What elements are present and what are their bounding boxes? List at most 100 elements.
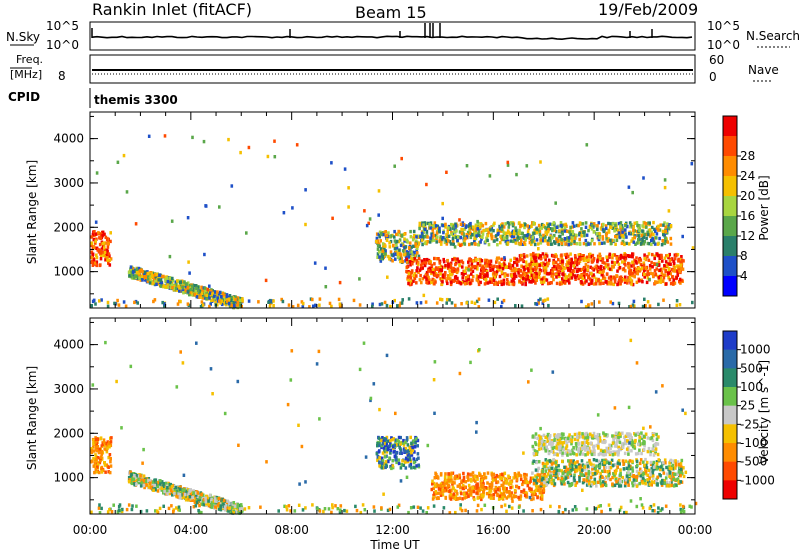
power-cell — [506, 241, 510, 245]
power-cell — [656, 280, 659, 284]
power-cell — [660, 255, 663, 260]
power-cell — [378, 235, 381, 239]
power-cell — [457, 235, 460, 239]
power-cell — [393, 229, 396, 234]
power-cell — [91, 252, 95, 256]
power-cell — [547, 261, 550, 266]
power-cell — [409, 229, 412, 234]
power-cell — [388, 241, 391, 245]
power-cell — [155, 282, 158, 286]
power-cell — [676, 253, 680, 257]
power-cell — [446, 276, 449, 281]
power-cell — [545, 272, 549, 276]
power-cell — [593, 275, 596, 279]
power-cell — [463, 282, 467, 286]
power-cell — [570, 239, 574, 243]
power-cell — [378, 255, 381, 259]
velocity-cell — [240, 505, 243, 509]
power-cell — [419, 235, 422, 239]
power-cell — [218, 205, 221, 209]
power-cell — [230, 298, 233, 303]
power-cell — [140, 269, 143, 273]
power-cell — [380, 302, 384, 306]
power-cell — [610, 260, 614, 264]
power-cell — [347, 205, 350, 209]
power-cell — [481, 224, 485, 228]
power-cell — [135, 274, 138, 278]
velocity-cell — [90, 460, 93, 464]
power-cell — [419, 273, 422, 278]
power-cell — [99, 263, 102, 267]
power-cell — [553, 260, 557, 264]
power-cell — [444, 222, 447, 227]
velocity-cell — [650, 483, 653, 487]
velocity-cell — [154, 478, 158, 482]
power-cell — [510, 279, 514, 283]
velocity-cell — [493, 476, 497, 480]
power-cell — [666, 240, 670, 244]
power-cell — [220, 302, 224, 307]
power-cell — [553, 254, 557, 259]
power-cell — [473, 301, 477, 305]
velocity-cell — [651, 476, 655, 480]
velocity-cell — [205, 494, 209, 499]
power-cell — [108, 258, 111, 262]
power-cell — [440, 240, 443, 245]
power-cell — [533, 268, 537, 272]
velocity-cell — [385, 450, 389, 454]
power-cell — [470, 242, 474, 246]
velocity-cell — [439, 473, 443, 477]
velocity-cell — [148, 481, 152, 485]
power-cell — [483, 282, 487, 286]
velocity-cell — [441, 481, 444, 485]
power-cell — [220, 291, 224, 295]
power-cell — [621, 234, 624, 238]
velocity-cell — [499, 473, 502, 477]
power-cell — [463, 269, 467, 273]
power-cell — [188, 293, 191, 297]
power-cell — [122, 153, 126, 158]
velocity-cell — [187, 492, 190, 496]
velocity-cell — [534, 492, 537, 497]
power-cell — [492, 278, 496, 282]
power-cell — [178, 286, 181, 290]
power-cell — [99, 236, 103, 240]
velocity-cell — [501, 486, 505, 491]
velocity-cell — [450, 478, 453, 482]
power-cell — [530, 240, 534, 244]
power-cell — [509, 239, 513, 243]
power-cell — [523, 273, 527, 277]
power-cell — [458, 218, 461, 222]
velocity-cell — [443, 483, 446, 488]
power-cell — [463, 227, 467, 231]
power-cell — [413, 257, 417, 261]
power-cell — [136, 301, 139, 305]
power-cell — [441, 236, 445, 240]
power-cell — [138, 269, 142, 273]
power-cell — [94, 241, 97, 245]
power-cell — [130, 272, 133, 277]
velocity-cell — [437, 487, 441, 491]
power-cell — [423, 222, 427, 227]
velocity-cell — [655, 480, 658, 484]
power-cell — [209, 302, 212, 306]
power-cell — [506, 160, 510, 165]
velocity-cell — [158, 485, 161, 489]
power-cell — [449, 227, 452, 231]
power-cell — [637, 234, 640, 238]
power-cell — [535, 230, 539, 235]
power-cell — [546, 241, 550, 246]
power-cell — [500, 263, 504, 267]
power-cell — [648, 242, 651, 246]
power-cell — [427, 275, 430, 280]
power-cell — [675, 299, 679, 303]
power-cell — [489, 277, 492, 281]
power-cell — [386, 275, 389, 279]
power-cell — [433, 221, 437, 225]
power-cell — [413, 272, 417, 276]
power-cell — [560, 237, 563, 242]
power-cell — [445, 170, 448, 174]
power-cell — [487, 242, 491, 247]
velocity-cell — [188, 488, 192, 493]
power-cell — [435, 301, 439, 305]
